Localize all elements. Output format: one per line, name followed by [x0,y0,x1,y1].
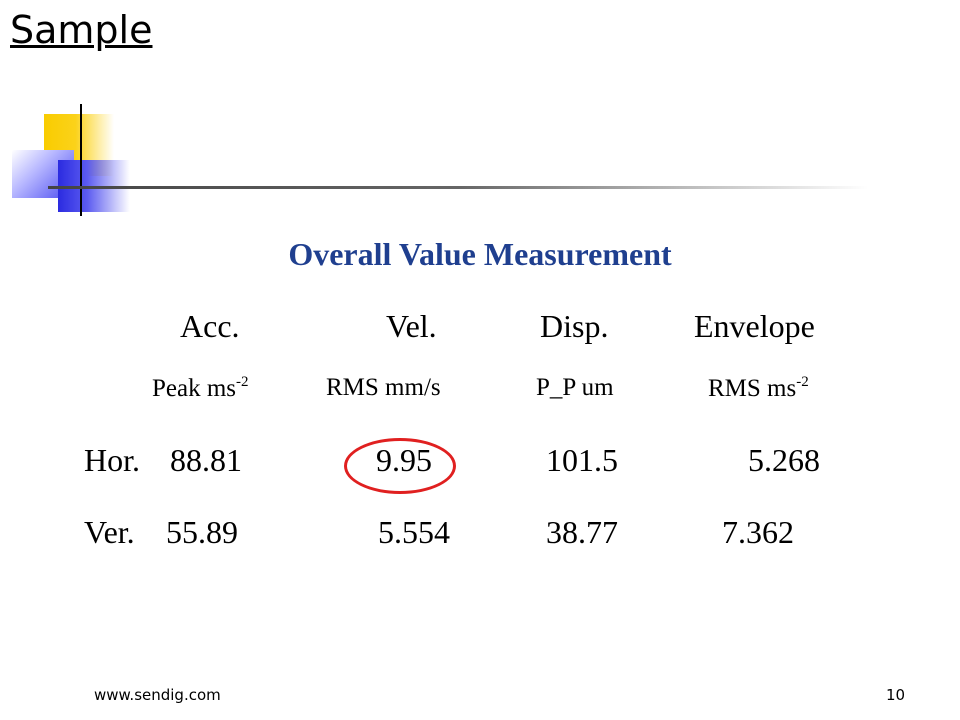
value-ver-envelope: 7.362 [722,514,794,550]
column-header-vel: Vel. [386,308,437,344]
unit-vel: RMS mm/s [326,374,441,402]
value-hor-disp: 101.5 [546,442,618,478]
row-label-hor: Hor. [84,442,140,478]
row-label-ver: Ver. [84,514,135,550]
footer-website: www.sendig.com [94,686,221,704]
decorative-corner-graphic [0,100,900,220]
unit-envelope: RMS ms-2 [708,374,809,403]
slide-title: Sample [10,8,153,52]
unit-envelope-sup: -2 [796,374,809,390]
value-hor-acc: 88.81 [170,442,242,478]
unit-acc-sup: -2 [236,374,249,390]
value-ver-disp: 38.77 [546,514,618,550]
horizontal-rule [48,186,868,189]
unit-disp: P_P um [536,374,614,402]
vertical-rule [80,104,82,216]
heading-text: Overall Value Measurement [288,236,672,272]
unit-acc-text: Peak ms [152,375,237,402]
highlight-circle [344,438,456,494]
value-hor-envelope: 5.268 [748,442,820,478]
page-number: 10 [886,686,906,704]
column-header-acc: Acc. [180,308,240,344]
table-heading: Overall Value Measurement [0,236,960,273]
value-ver-vel: 5.554 [378,514,450,550]
column-header-disp: Disp. [540,308,609,344]
column-header-envelope: Envelope [694,308,815,344]
value-ver-acc: 55.89 [166,514,238,550]
unit-vel-text: RMS mm/s [326,374,441,401]
unit-envelope-text: RMS ms [708,375,797,402]
unit-disp-text: P_P um [536,374,614,401]
unit-acc: Peak ms-2 [152,374,249,403]
